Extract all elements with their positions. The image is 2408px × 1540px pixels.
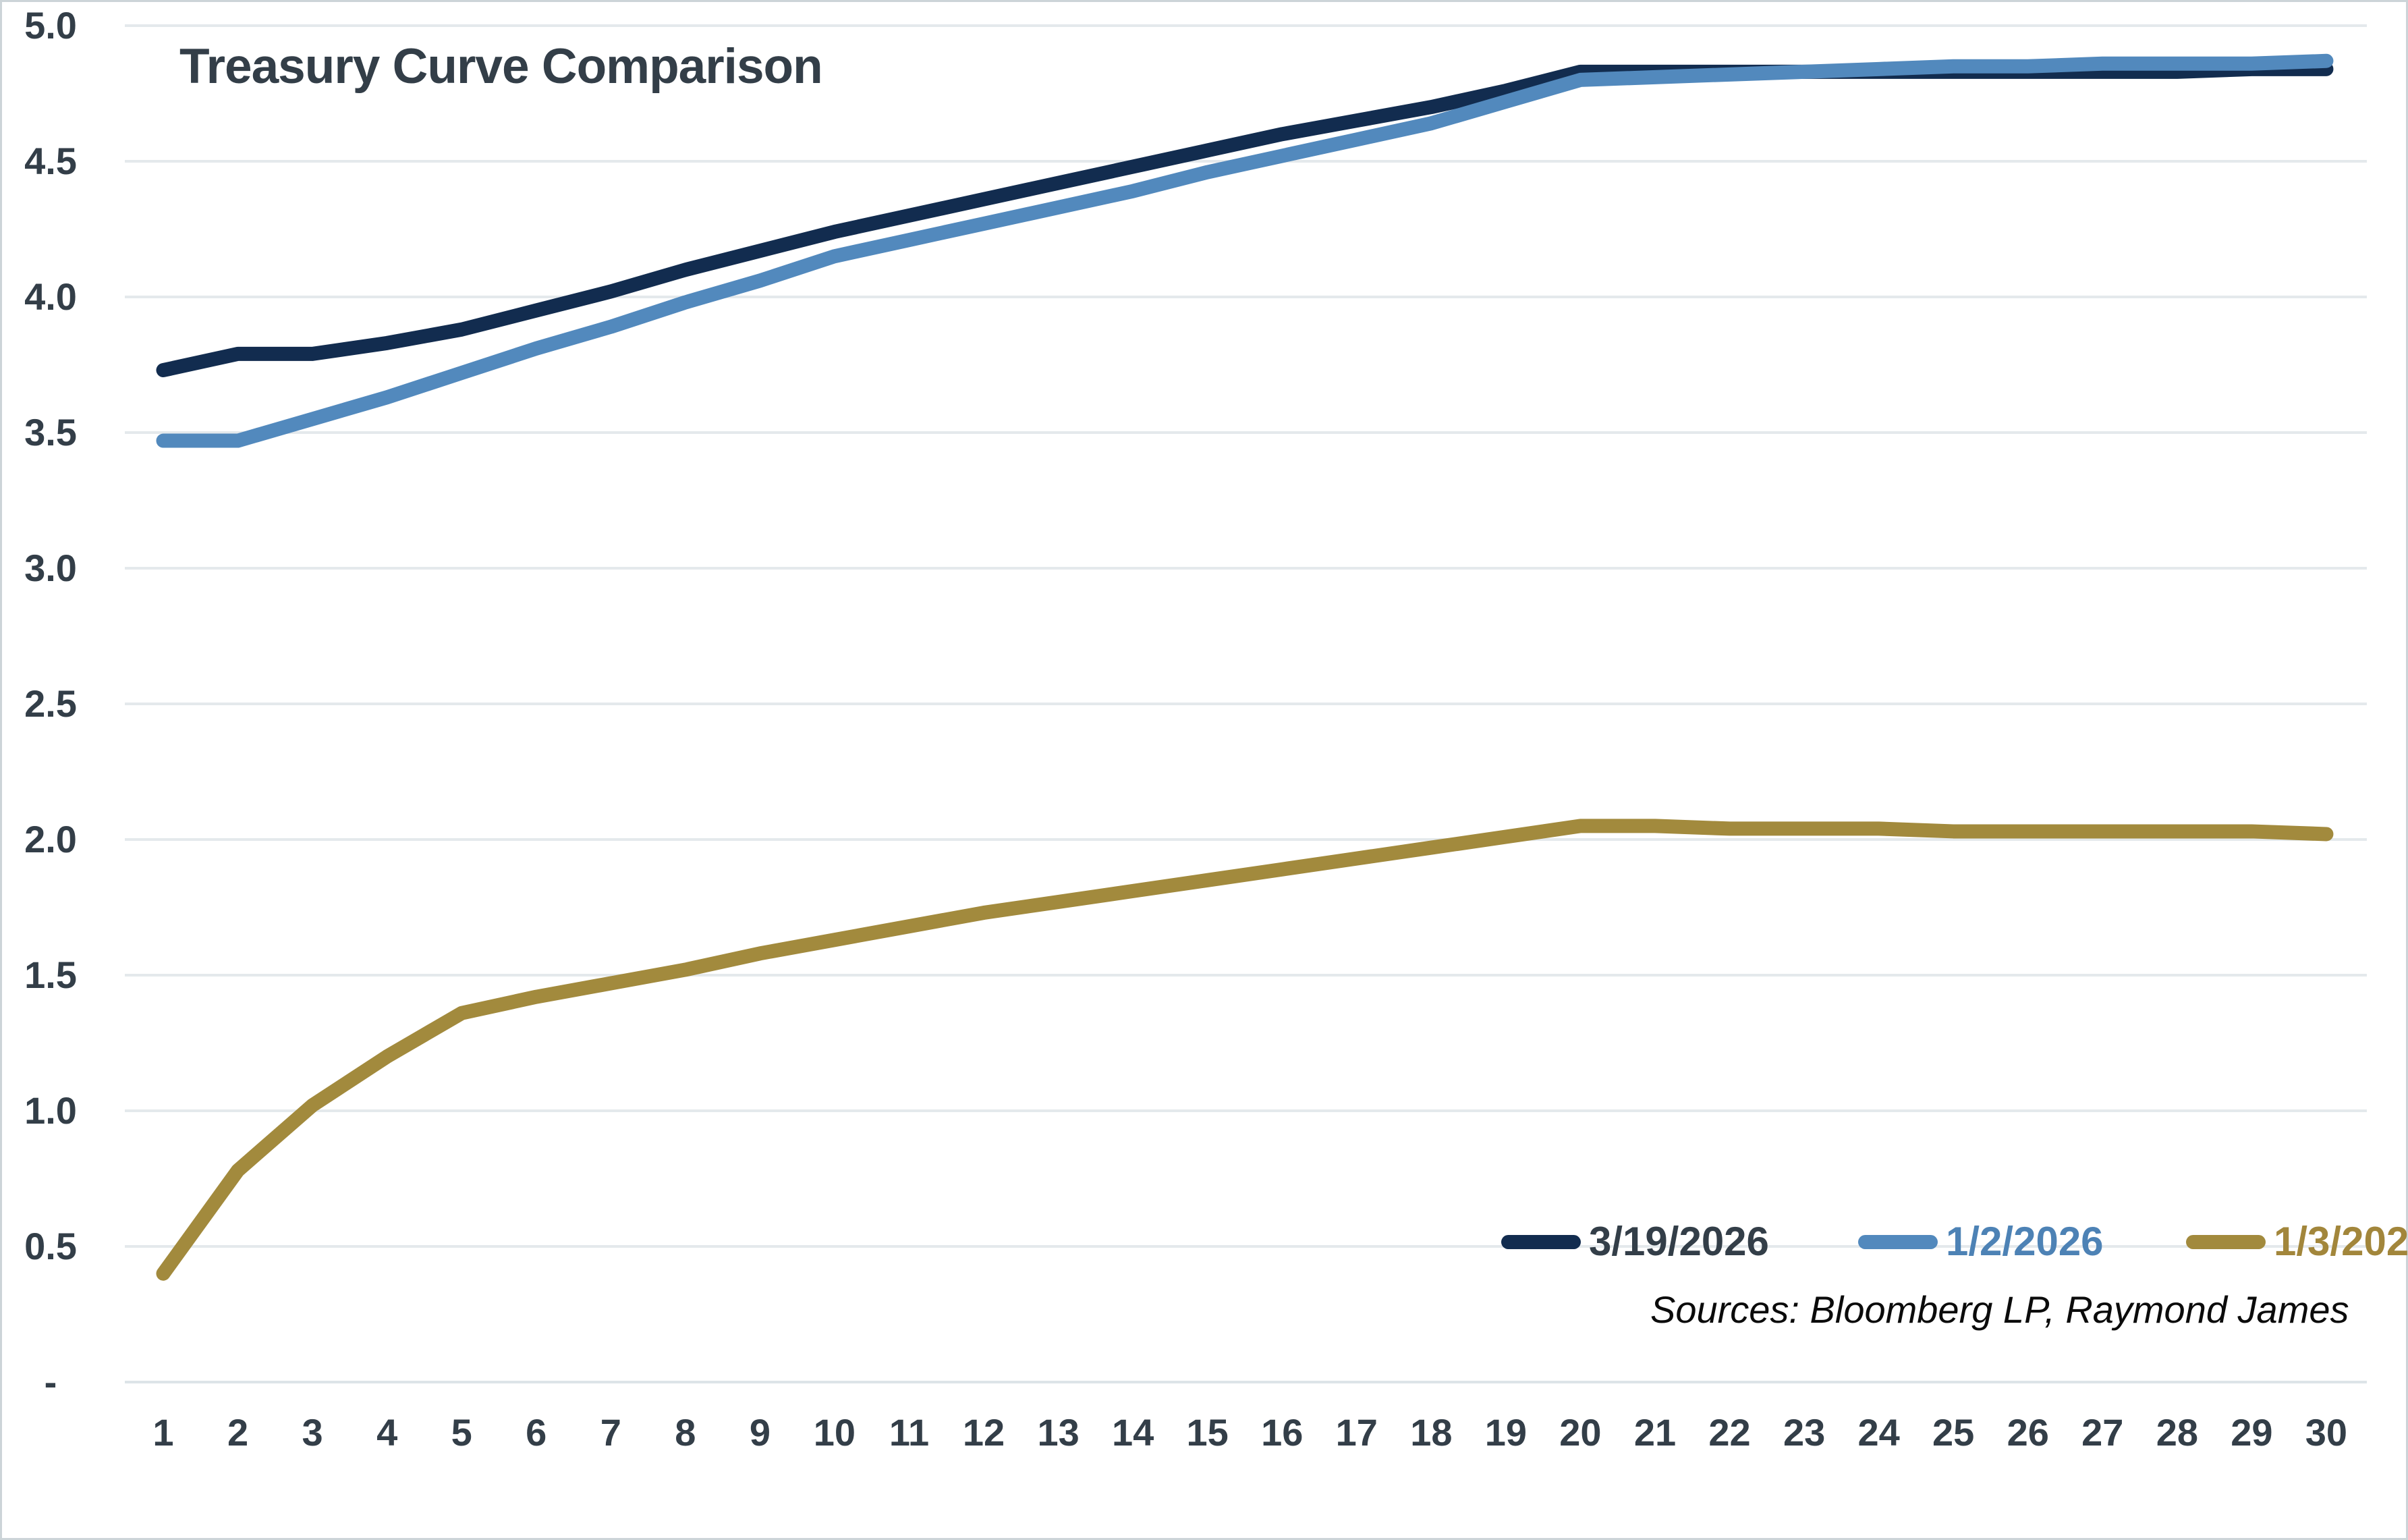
x-tick-label-14: 14 xyxy=(1111,1411,1154,1454)
x-tick-label-4: 4 xyxy=(376,1411,398,1454)
y-tick-label-4.0: 4.0 xyxy=(24,275,77,318)
y-tick-label-3.5: 3.5 xyxy=(24,411,77,453)
legend-label-series-1: 3/19/2026 xyxy=(1589,1219,1769,1264)
x-tick-label-20: 20 xyxy=(1559,1411,1602,1454)
legend-label-series-2: 1/2/2026 xyxy=(1946,1219,2104,1264)
x-tick-label-19: 19 xyxy=(1484,1411,1528,1454)
x-tick-label-24: 24 xyxy=(1857,1411,1900,1454)
x-tick-label-22: 22 xyxy=(1708,1411,1751,1454)
legend-label-series-3: 1/3/2022 xyxy=(2274,1219,2408,1264)
legend-swatch-navy xyxy=(1501,1234,1581,1249)
series-line-3-19-2026 xyxy=(156,61,2334,378)
x-tick-label-23: 23 xyxy=(1783,1411,1826,1454)
x-tick-label-9: 9 xyxy=(749,1411,771,1454)
y-tick-label-4.5: 4.5 xyxy=(24,140,77,182)
x-tick-label-30: 30 xyxy=(2305,1411,2348,1454)
series-line-1-3-2022 xyxy=(156,819,2334,1281)
y-tick-label-1.0: 1.0 xyxy=(24,1089,77,1132)
x-tick-label-8: 8 xyxy=(675,1411,696,1454)
y-tick-label-1.5: 1.5 xyxy=(24,954,77,996)
x-tick-label-11: 11 xyxy=(889,1411,930,1454)
legend-item-series-2: 1/2/2026 xyxy=(1858,1216,2104,1267)
y-tick-label-2.0: 2.0 xyxy=(24,818,77,860)
x-tick-label-15: 15 xyxy=(1186,1411,1229,1454)
x-tick-label-18: 18 xyxy=(1410,1411,1453,1454)
x-tick-label-16: 16 xyxy=(1261,1411,1304,1454)
x-tick-label-21: 21 xyxy=(1633,1411,1677,1454)
legend-item-series-3: 1/3/2022 xyxy=(2186,1216,2408,1267)
legend-swatch-gold xyxy=(2186,1234,2266,1249)
legend-swatch-blue xyxy=(1858,1234,1938,1249)
x-tick-label-12: 12 xyxy=(962,1411,1005,1454)
x-tick-label-26: 26 xyxy=(2007,1411,2049,1454)
source-note: Sources: Bloomberg LP, Raymond James xyxy=(1650,1288,2349,1331)
x-tick-label-13: 13 xyxy=(1037,1411,1080,1454)
y-tick-label-0.5: 0.5 xyxy=(24,1225,77,1267)
x-tick-label-17: 17 xyxy=(1335,1411,1378,1454)
y-tick-label--: - xyxy=(44,1360,57,1403)
chart-title: Treasury Curve Comparison xyxy=(179,39,823,94)
x-tick-label-7: 7 xyxy=(600,1411,621,1454)
x-tick-label-28: 28 xyxy=(2156,1411,2198,1454)
legend-item-series-1: 3/19/2026 xyxy=(1501,1216,1769,1267)
x-tick-label-27: 27 xyxy=(2081,1411,2124,1454)
x-tick-label-6: 6 xyxy=(526,1411,547,1454)
series-line-1-2-2026 xyxy=(156,53,2334,448)
y-tick-label-2.5: 2.5 xyxy=(24,682,77,725)
x-tick-label-1: 1 xyxy=(152,1411,174,1454)
x-tick-label-25: 25 xyxy=(1932,1411,1975,1454)
y-tick-label-3.0: 3.0 xyxy=(24,547,77,589)
x-tick-label-29: 29 xyxy=(2231,1411,2273,1454)
x-tick-label-5: 5 xyxy=(451,1411,472,1454)
x-tick-label-2: 2 xyxy=(227,1411,249,1454)
y-tick-label-5.0: 5.0 xyxy=(24,4,77,47)
x-tick-label-3: 3 xyxy=(302,1411,323,1454)
x-tick-label-10: 10 xyxy=(813,1411,856,1454)
